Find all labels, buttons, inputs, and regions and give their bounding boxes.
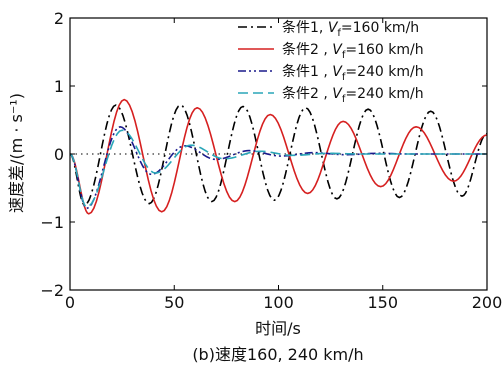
legend-label-4: 条件2 , Vf=240 km/h [282, 85, 424, 105]
chart-caption: (b)速度160, 240 km/h [192, 345, 363, 364]
x-tick-label: 50 [164, 293, 184, 312]
y-tick-label: 1 [54, 77, 64, 96]
y-tick-label: −2 [40, 281, 64, 300]
legend-label-2: 条件2 , Vf=160 km/h [282, 41, 424, 61]
series-layer [69, 98, 488, 215]
series-line-2 [69, 98, 488, 215]
series-line-4 [69, 129, 487, 208]
y-axis-label: 速度差/(m · s⁻¹) [7, 93, 26, 213]
legend-label-3: 条件1 , Vf=240 km/h [282, 63, 424, 83]
x-tick-label: 150 [367, 293, 398, 312]
x-tick-label: 200 [472, 293, 503, 312]
y-tick-label: 0 [54, 145, 64, 164]
axes-layer: 0 50 100 150 200 −2 −1 0 1 2 [40, 9, 502, 312]
legend-label-1: 条件1, Vf=160 km/h [282, 19, 419, 39]
series-line-1 [69, 104, 488, 206]
x-tick-label: 0 [65, 293, 75, 312]
x-tick-label: 100 [263, 293, 294, 312]
y-tick-label: −1 [40, 213, 64, 232]
x-axis-label: 时间/s [255, 319, 301, 338]
y-tick-label: 2 [54, 9, 64, 28]
